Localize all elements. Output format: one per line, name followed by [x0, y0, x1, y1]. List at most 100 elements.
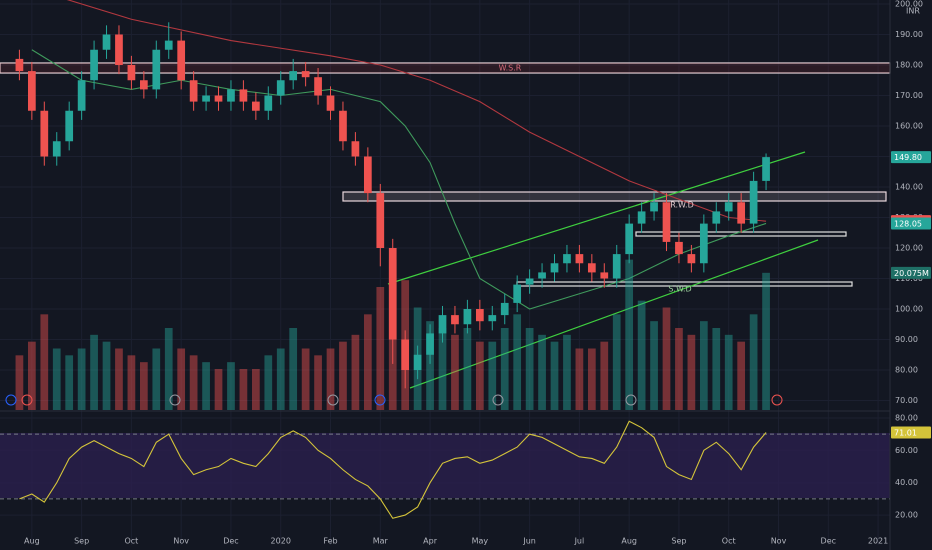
rsi-tick-label: 60.00 [895, 446, 918, 455]
x-tick-label: Feb [323, 537, 337, 546]
volume-bar [538, 334, 546, 410]
candle-body [650, 202, 658, 212]
candle-body [65, 110, 74, 142]
volume-bar [351, 334, 360, 410]
volume-bar [451, 334, 459, 410]
y-tick-label: 120.00 [895, 244, 923, 253]
candle-body [513, 284, 522, 303]
volume-bar [227, 362, 235, 410]
candle-body [475, 309, 484, 322]
candle-body [699, 223, 708, 264]
candle-body [251, 101, 260, 111]
volume-bar [463, 328, 472, 410]
candle-body [625, 223, 634, 255]
candle-body [637, 211, 646, 224]
candle-body [538, 272, 546, 279]
volume-bar [314, 355, 322, 410]
candle-body [40, 110, 49, 157]
volume-bar [612, 314, 621, 410]
candle-body [413, 354, 422, 371]
candle-body [202, 95, 210, 102]
volume-bar [65, 355, 74, 410]
candle-body [52, 141, 61, 157]
candle-body [600, 272, 609, 279]
volume-bar [27, 341, 36, 410]
volume-bar [177, 348, 186, 410]
x-tick-label: Apr [423, 537, 438, 546]
y-tick-label: 190.00 [895, 30, 923, 39]
volume-bar [152, 348, 161, 410]
volume-bar [749, 314, 758, 410]
x-tick-label: 2021 [868, 537, 888, 546]
channel-upper [387, 151, 806, 285]
candle-body [77, 80, 86, 111]
candle-body [376, 193, 385, 249]
price-tag [891, 151, 931, 164]
volume-bar [563, 334, 571, 410]
x-tick-label: Sep [74, 537, 89, 546]
candle-body [724, 202, 733, 212]
x-tick-label: 2020 [271, 537, 291, 546]
volume-bar [102, 341, 111, 410]
y-tick-label: 180.00 [895, 60, 923, 69]
volume-bar [339, 341, 347, 410]
volume-bar [675, 328, 683, 410]
volume-bar [426, 321, 434, 410]
x-tick-label: Aug [621, 537, 637, 546]
candle-body [127, 64, 136, 81]
candle-body [712, 211, 721, 224]
candle-body [276, 80, 285, 96]
y-tick-label: 170.00 [895, 91, 923, 100]
volume-bar [115, 348, 123, 410]
candle-body [15, 58, 24, 72]
candle-body [612, 254, 621, 279]
x-tick-label: Sep [671, 537, 686, 546]
candle-body [662, 202, 671, 242]
candle-body [463, 309, 472, 325]
volume-bar [438, 328, 447, 410]
volume-bar [40, 314, 49, 410]
y-tick-label: 100.00 [895, 305, 923, 314]
annotation: W.S.R [499, 64, 522, 73]
volume-bar [251, 369, 260, 410]
rsi-tick-label: 20.00 [895, 511, 918, 520]
volume-bar [276, 348, 285, 410]
candle-body [401, 339, 410, 371]
x-tick-label: Dec [223, 537, 238, 546]
candle-body [563, 254, 571, 264]
volume-bar [214, 369, 223, 410]
y-tick-label: 90.00 [895, 335, 918, 344]
candle-body [587, 263, 596, 273]
candle-body [351, 141, 360, 157]
volume-bar [376, 287, 385, 410]
volume-bar [500, 328, 509, 410]
candle-body [326, 95, 335, 111]
candle-body [301, 71, 310, 78]
x-tick-label: May [472, 537, 489, 546]
price-tag-label: 20.075M [894, 269, 929, 278]
candle-body [152, 49, 161, 90]
volume-bar [301, 348, 310, 410]
volume-bar [600, 341, 609, 410]
channel-lower [409, 239, 819, 389]
volume-bar [127, 355, 136, 410]
x-tick-label: Nov [173, 537, 189, 546]
y-tick-label: 160.00 [895, 122, 923, 131]
candle-body [189, 80, 198, 102]
candle-body [488, 315, 497, 322]
candle-body [115, 34, 123, 65]
volume-bar [52, 348, 61, 410]
volume-bar [202, 362, 210, 410]
y-tick-label: 140.00 [895, 183, 923, 192]
candle-body [239, 89, 248, 102]
annotation: R.W.D [670, 201, 694, 210]
candle-body [363, 156, 372, 194]
candle-body [102, 34, 111, 50]
volume-bar [475, 341, 484, 410]
candle-body [339, 110, 347, 142]
volume-bar [762, 272, 770, 410]
rsi-band-fill [0, 433, 890, 498]
volume-bar [687, 334, 696, 410]
volume-bar [326, 348, 335, 410]
